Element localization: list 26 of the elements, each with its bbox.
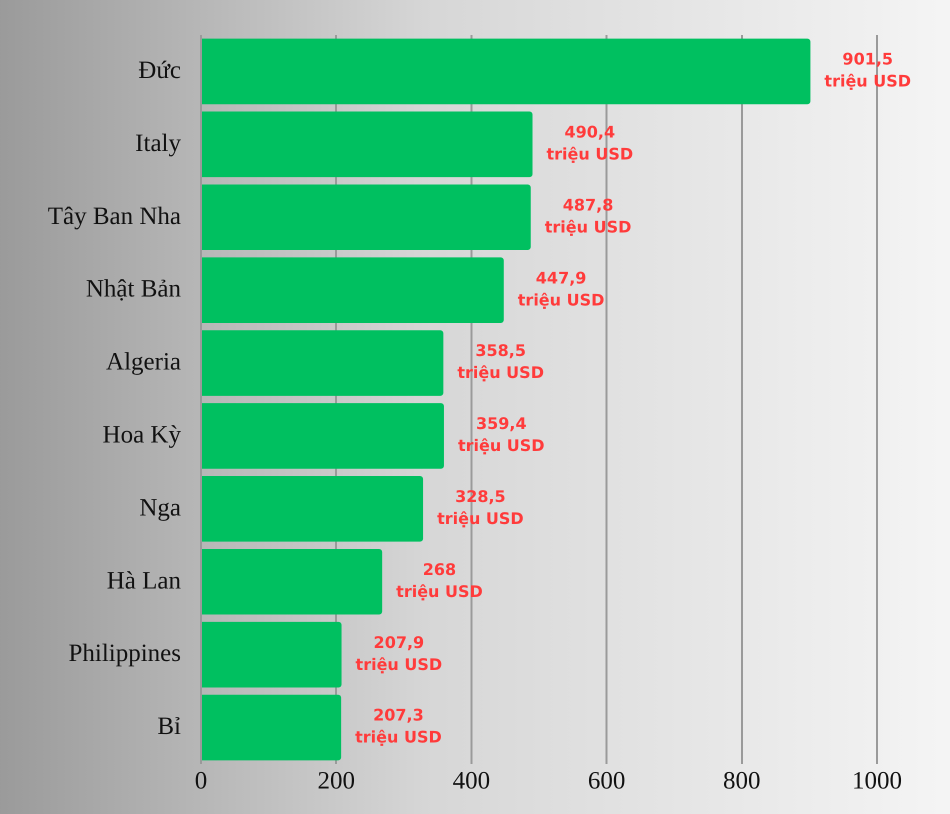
y-tick-label: Bỉ <box>157 713 182 740</box>
y-tick-label: Nhật Bản <box>86 276 182 303</box>
data-label: 268 triệu USD <box>396 560 483 601</box>
y-tick-label: Đức <box>138 57 181 84</box>
data-label: 901,5 triệu USD <box>824 50 912 91</box>
data-label: 487,8 triệu USD <box>544 195 632 236</box>
y-tick-label: Hà Lan <box>106 567 182 594</box>
x-tick-label: 1000 <box>852 768 902 795</box>
y-tick-label: Algeria <box>106 348 181 376</box>
y-tick-label: Nga <box>139 494 181 522</box>
x-tick-label: 200 <box>317 768 355 795</box>
data-label: 447,9 triệu USD <box>518 268 604 310</box>
data-label: 359,4 triệu USD <box>458 414 545 456</box>
data-label: 358,5 triệu USD <box>457 341 544 382</box>
y-tick-label: Tây Ban Nha <box>48 202 181 230</box>
data-label: 328,5 triệu USD <box>437 487 524 528</box>
x-tick-label: 0 <box>194 768 208 795</box>
data-label: 207,3 triệu USD <box>355 706 442 747</box>
data-label: 207,9 triệu USD <box>356 632 442 674</box>
y-tick-label: Italy <box>135 130 182 157</box>
y-tick-label: Philippines <box>68 640 181 668</box>
y-tick-label: Hoa Kỳ <box>102 422 182 449</box>
data-label: 490,4 triệu USD <box>546 122 634 164</box>
x-tick-label: 400 <box>452 768 490 795</box>
x-tick-label: 600 <box>588 768 626 795</box>
x-tick-label: 800 <box>723 768 761 795</box>
